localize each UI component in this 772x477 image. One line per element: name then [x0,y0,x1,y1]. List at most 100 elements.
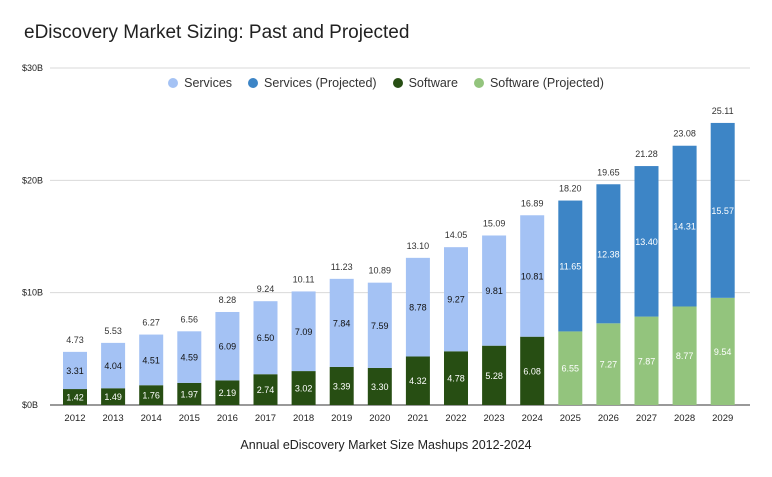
chart-title: eDiscovery Market Sizing: Past and Proje… [24,22,410,43]
y-tick-label: $20B [22,175,43,185]
bar-services [444,247,468,352]
x-tick-label: 2027 [636,413,657,424]
legend-item-software: Software [392,76,458,90]
data-label-services: 7.84 [333,318,351,328]
bar-services-projected [710,122,735,298]
bar-services [405,257,430,357]
bar-software [444,351,468,405]
data-label-services: 13.40 [635,237,658,247]
bar-services-projected [596,184,621,324]
bar-software [101,388,126,405]
x-tick-label: 2015 [179,413,200,424]
data-label-services: 11.65 [559,261,581,271]
bars-layer [63,122,735,405]
data-label-services: 7.09 [295,327,313,337]
data-label-software: 6.08 [523,366,541,376]
legend-swatch-software [392,78,403,88]
x-tick-label: 2016 [217,413,238,424]
data-label-total: 19.65 [597,167,620,177]
bar-software [520,336,545,405]
bar-services-projected [558,200,583,332]
data-label-total: 11.23 [331,262,353,272]
data-label-total: 10.11 [293,274,315,284]
grid-layer [50,67,750,406]
y-tick-label: $10B [22,288,43,298]
data-label-total: 10.89 [369,266,392,276]
data-label-services: 12.38 [597,249,620,259]
x-tick-label: 2017 [255,413,276,424]
data-label-services: 15.57 [711,206,734,216]
bar-services-projected [634,166,659,317]
data-label-services: 4.59 [181,353,199,363]
x-tick-label: 2026 [598,413,619,424]
bar-services [291,291,316,372]
legend-label-software-projected: Software (Projected) [489,76,604,90]
data-label-total: 23.08 [673,129,696,139]
legend-swatch-services [168,78,179,88]
x-tick-label: 2020 [369,413,390,424]
x-tick-label: 2018 [293,413,314,424]
data-label-software: 1.76 [142,391,160,401]
bar-services [63,351,87,390]
y-tick-label: $0B [22,400,38,410]
legend-swatch-services-projected [248,78,259,88]
data-label-software: 6.55 [562,364,580,374]
data-label-software: 4.78 [447,374,465,384]
bar-services [482,235,507,346]
x-tick-label: 2012 [64,413,85,424]
data-label-software: 3.39 [333,381,351,391]
x-tick-label: 2022 [445,413,466,424]
bar-software [177,382,202,405]
legend-label-services: Services [184,76,233,90]
data-label-services: 9.27 [447,295,465,305]
data-label-total: 6.56 [181,314,199,324]
data-label-software: 7.27 [600,360,618,370]
data-label-total: 16.89 [521,198,544,208]
bar-software [329,366,354,405]
bar-software [139,385,164,405]
x-tick-label: 2013 [103,413,124,424]
data-label-total: 21.28 [635,149,658,159]
bar-software-projected [672,306,697,405]
bar-services [139,334,164,386]
labels-layer: $0B $10B $20B $30B 1.42 3.31 4.73 2012 1.49 4.04 5… [22,63,734,424]
data-label-software: 8.77 [676,351,694,361]
data-label-total: 18.20 [559,184,582,194]
bar-services [215,311,240,381]
bar-services [520,215,545,337]
legend-swatch-software-projected [473,78,484,88]
data-label-software: 1.97 [181,389,199,399]
bar-software [405,356,430,405]
bar-software [253,374,278,405]
x-tick-label: 2025 [560,413,581,424]
data-label-software: 5.28 [485,371,503,381]
x-tick-label: 2023 [484,413,505,424]
data-label-services: 10.81 [521,271,544,281]
data-label-total: 8.28 [219,295,237,305]
chart-legend: Services Services (Projected) Software S… [0,76,772,90]
x-tick-label: 2019 [331,413,352,424]
data-label-software: 3.30 [371,382,389,392]
data-label-software: 4.32 [409,376,427,386]
bar-software-projected [710,297,735,405]
x-tick-label: 2014 [141,413,162,424]
data-label-services: 4.51 [142,355,160,365]
bar-services [101,342,126,389]
y-tick-label: $30B [22,63,43,73]
data-label-services: 4.04 [104,361,122,371]
data-label-total: 15.09 [483,218,506,228]
data-label-total: 14.05 [445,230,468,240]
data-label-services: 6.09 [219,342,237,352]
bar-software [482,345,507,405]
legend-item-services: Services [168,76,232,90]
legend-item-software-projected: Software (Projected) [473,76,604,90]
data-label-software: 1.49 [104,392,122,402]
legend-label-services-projected: Services (Projected) [264,76,377,90]
bar-software [367,367,392,405]
x-axis-title: Annual eDiscovery Market Size Mashups 20… [240,438,532,452]
bar-services [329,278,354,367]
data-label-total: 5.53 [104,326,122,336]
bar-software-projected [596,323,621,405]
bar-software [215,380,240,405]
